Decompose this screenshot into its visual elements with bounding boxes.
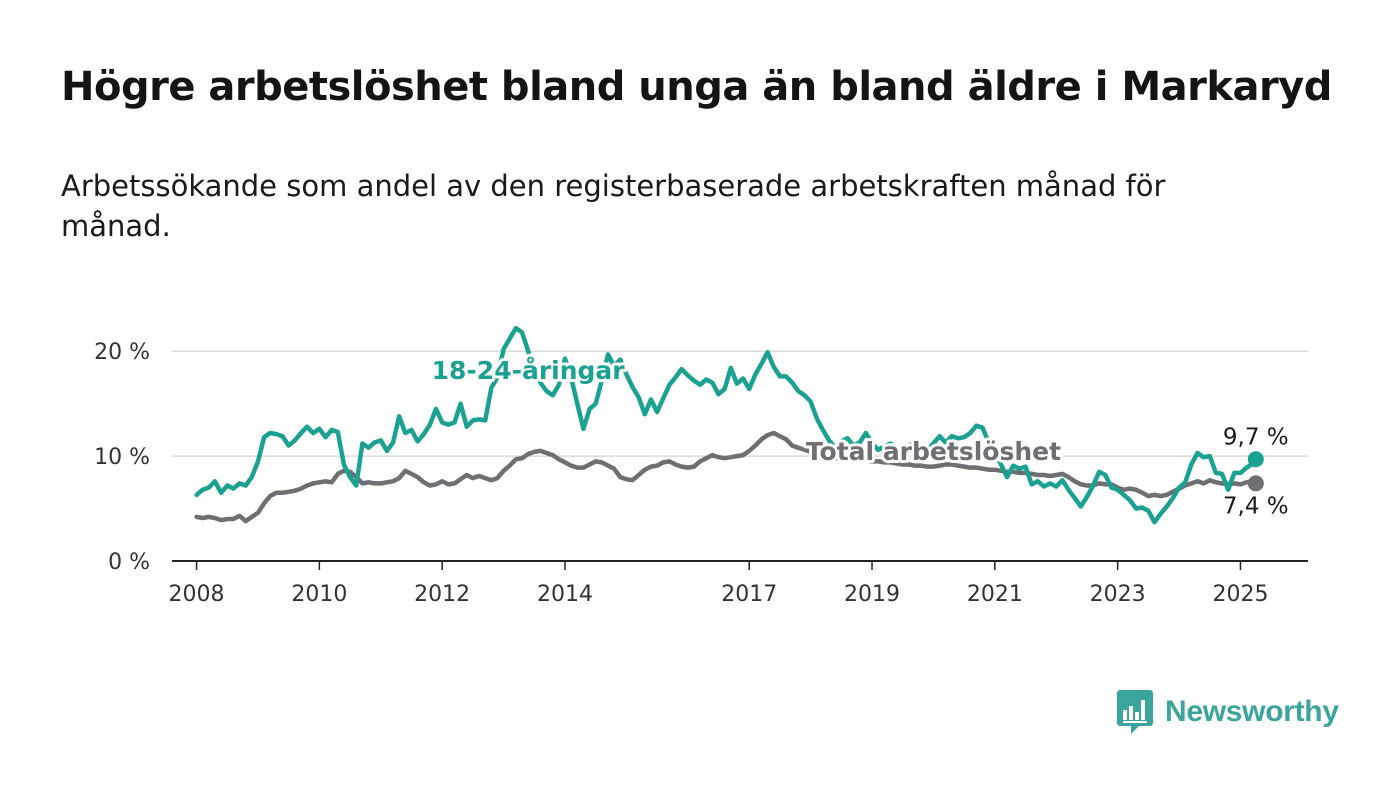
y-axis-ticks: 0 % 10 % 20 % xyxy=(94,340,150,575)
series-label-youth: 18-24-åringar xyxy=(432,356,626,385)
y-tick-label: 0 % xyxy=(108,550,150,575)
series-labels: 9,7 % 7,4 % 18-24-åringar Total arbetslöshe… xyxy=(429,353,1289,519)
bar-chart-icon xyxy=(1117,690,1153,734)
x-tick-label: 2012 xyxy=(414,582,470,607)
x-tick-label: 2019 xyxy=(844,582,900,607)
x-tick-label: 2023 xyxy=(1090,582,1146,607)
chart-title: Högre arbetslöshet bland unga än bland ä… xyxy=(61,64,1332,110)
series-line-youth xyxy=(194,325,1259,525)
end-value-label-youth: 9,7 % xyxy=(1223,424,1289,450)
x-tick-label: 2014 xyxy=(537,582,593,607)
series-lines xyxy=(194,325,1259,525)
newsworthy-logo[interactable]: Newsworthy xyxy=(1117,690,1339,734)
chart-subtitle: Arbetssökande som andel av den registerb… xyxy=(61,169,1166,243)
series-line-total xyxy=(194,430,1259,524)
x-axis-ticks: 2008 2010 2012 2014 2017 2019 2021 2023 2025 xyxy=(169,561,1268,607)
series-label-total: Total arbetslöshet xyxy=(806,437,1061,466)
end-point-youth xyxy=(1247,451,1264,468)
brand-name: Newsworthy xyxy=(1165,695,1339,728)
y-tick-label: 20 % xyxy=(94,340,150,365)
x-tick-label: 2008 xyxy=(169,582,225,607)
y-tick-label: 10 % xyxy=(94,445,150,470)
x-tick-label: 2017 xyxy=(721,582,777,607)
x-tick-label: 2021 xyxy=(967,582,1023,607)
end-point-total xyxy=(1247,475,1264,492)
x-tick-label: 2010 xyxy=(291,582,347,607)
x-tick-label: 2025 xyxy=(1212,582,1268,607)
end-value-label-total: 7,4 % xyxy=(1223,493,1289,519)
